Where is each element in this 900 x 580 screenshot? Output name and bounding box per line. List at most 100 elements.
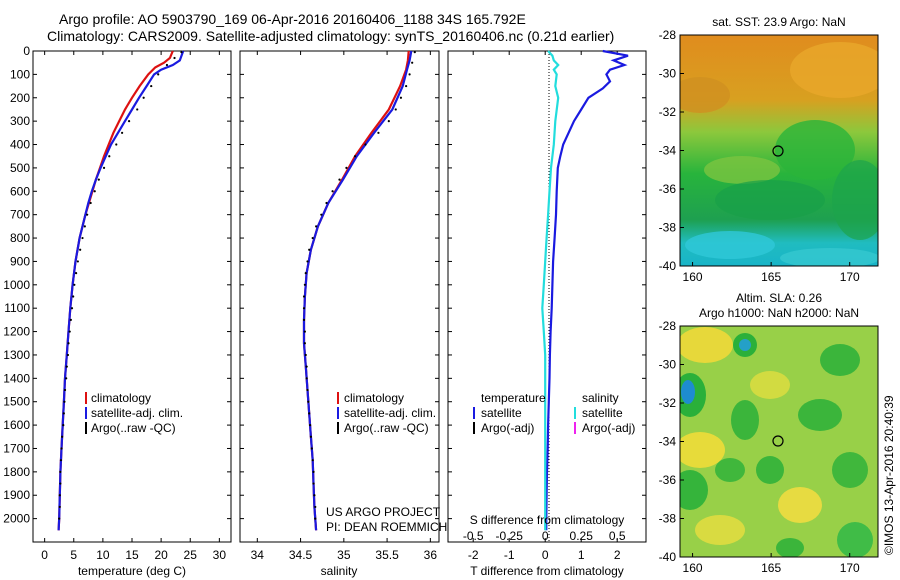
argo-data-point: [311, 236, 314, 240]
sla-map-ticks: 160 165 170 -28 -30 -32 -34 -36 -38 -40: [659, 319, 860, 575]
argo-data-point: [307, 400, 310, 403]
argo-data-point: [303, 330, 306, 333]
map-lat-label: -32: [659, 105, 677, 119]
map-lon-label: 160: [683, 270, 703, 284]
x-tick-label: 25: [184, 548, 198, 562]
argo-data-point: [89, 201, 92, 205]
x-tick-label: 35: [337, 548, 351, 562]
salinity-legend: climatology satellite-adj. clim. Argo(..…: [337, 391, 436, 435]
argo-data-point: [150, 84, 153, 88]
x-tick-label: -1: [504, 548, 515, 562]
argo-data-point: [81, 236, 84, 240]
argo-data-point: [65, 377, 68, 380]
map-lat-label: -40: [659, 259, 677, 273]
argo-data-point: [72, 295, 75, 298]
x-tick-label: 34.5: [289, 548, 313, 562]
x-tick-label: 5: [70, 548, 77, 562]
map-lat-label: -36: [659, 182, 677, 196]
map-lat-label: -28: [659, 28, 677, 42]
argo-data-point: [364, 143, 367, 146]
argo-data-point: [303, 342, 306, 345]
argo-data-point: [413, 51, 416, 54]
s-diff-tick-label: -0.25: [496, 529, 524, 543]
x-tick-label: 0: [41, 548, 48, 562]
x-tick-label: 0: [542, 548, 549, 562]
depth-tick-label: 0: [23, 44, 30, 58]
argo-data-point: [136, 108, 139, 111]
difference-plot-frame: [447, 50, 647, 543]
legend-climatology-label: climatology: [344, 391, 404, 405]
argo-data-point: [59, 459, 63, 462]
argo-data-point: [58, 494, 61, 497]
sla-map-panel: Altim. SLA: 0.26 Argo h1000: NaN h2000: …: [659, 291, 879, 575]
argo-data-point: [325, 201, 328, 205]
map-lon-label: 170: [840, 561, 860, 575]
salinity-axis-label: salinity: [321, 564, 358, 578]
argo-data-point: [62, 423, 65, 427]
argo-data-point: [302, 295, 306, 298]
argo-data-point: [70, 307, 74, 310]
argo-data-point: [59, 482, 62, 485]
depth-tick-label: 1000: [3, 278, 30, 292]
depth-tick-label: 600: [10, 184, 30, 198]
depth-axis: 0 100 200 300 400 500 600 700 800 900 1000 1100 1200…: [3, 44, 37, 526]
depth-tick-label: 1500: [3, 395, 30, 409]
argo-data-point: [405, 84, 408, 88]
legend-climatology-label: climatology: [91, 391, 151, 405]
salinity-plot-frame: [239, 50, 440, 543]
temperature-legend: climatology satellite-adj. clim. Argo(..…: [85, 391, 183, 435]
argo-data-point: [314, 505, 317, 509]
depth-tick-label: 1800: [3, 465, 30, 479]
depth-tick-label: 1600: [3, 418, 30, 432]
difference-panel: -2 -1 0 1 2 -0.5 -0.25 0 0.25 0.5 T difference fr…: [447, 49, 647, 578]
difference-x-ticks: -2 -1 0 1 2 -0.5 -0.25 0 0.25 0.5: [448, 50, 646, 562]
argo-data-point: [304, 272, 307, 275]
x-tick-label: 2: [614, 548, 621, 562]
depth-tick-label: 1700: [3, 441, 30, 455]
x-tick-label: 1: [578, 548, 585, 562]
argo-data-point: [306, 260, 309, 263]
depth-tick-label: 900: [10, 254, 30, 268]
map-lat-label: -30: [659, 67, 677, 81]
depth-tick-label: 1200: [3, 325, 30, 339]
argo-data-point: [411, 61, 414, 64]
argo-data-point: [310, 447, 313, 450]
map-lat-label: -38: [659, 221, 677, 235]
map-lon-label: 170: [840, 270, 860, 284]
argo-data-point: [69, 318, 72, 321]
argo-data-point: [399, 96, 403, 99]
argo-data-point: [308, 423, 312, 427]
legend-temperature-heading: temperature: [481, 391, 546, 405]
depth-tick-label: 1100: [4, 301, 30, 315]
x-tick-label: 15: [125, 548, 139, 562]
series-line-1: [57, 50, 185, 531]
argo-data-point: [65, 365, 68, 368]
figure-title-line1: Argo profile: AO 5903790_169 06-Apr-2016…: [59, 11, 526, 27]
depth-tick-label: 1900: [3, 488, 30, 502]
argo-data-point: [115, 143, 118, 146]
x-tick-label: 20: [154, 548, 168, 562]
map-lon-label: 165: [761, 270, 781, 284]
x-tick-label: 35.5: [375, 548, 399, 562]
map-lat-label: -38: [659, 512, 677, 526]
salinity-panel: 34 34.5 35 35.5 36 salinity climatology sate…: [239, 50, 447, 578]
argo-data-point: [312, 482, 315, 485]
argo-data-point: [315, 225, 318, 228]
argo-data-point: [62, 412, 65, 415]
s-diff-tick-label: 0.25: [570, 529, 594, 543]
series-line-0: [545, 49, 629, 531]
series-line-0: [57, 50, 174, 531]
map-lat-label: -28: [659, 319, 677, 333]
depth-tick-label: 500: [10, 161, 30, 175]
argo-data-point: [142, 96, 145, 99]
argo-data-point: [305, 377, 308, 380]
argo-data-point: [320, 213, 323, 216]
legend-salinity-heading: salinity: [582, 391, 619, 405]
argo-data-point: [173, 56, 176, 60]
argo-data-point: [157, 73, 160, 76]
argo-data-point: [338, 178, 341, 181]
x-tick-label: 34: [251, 548, 265, 562]
argo-data-point: [102, 166, 106, 170]
s-difference-axis-label: S difference from climatology: [470, 513, 625, 527]
